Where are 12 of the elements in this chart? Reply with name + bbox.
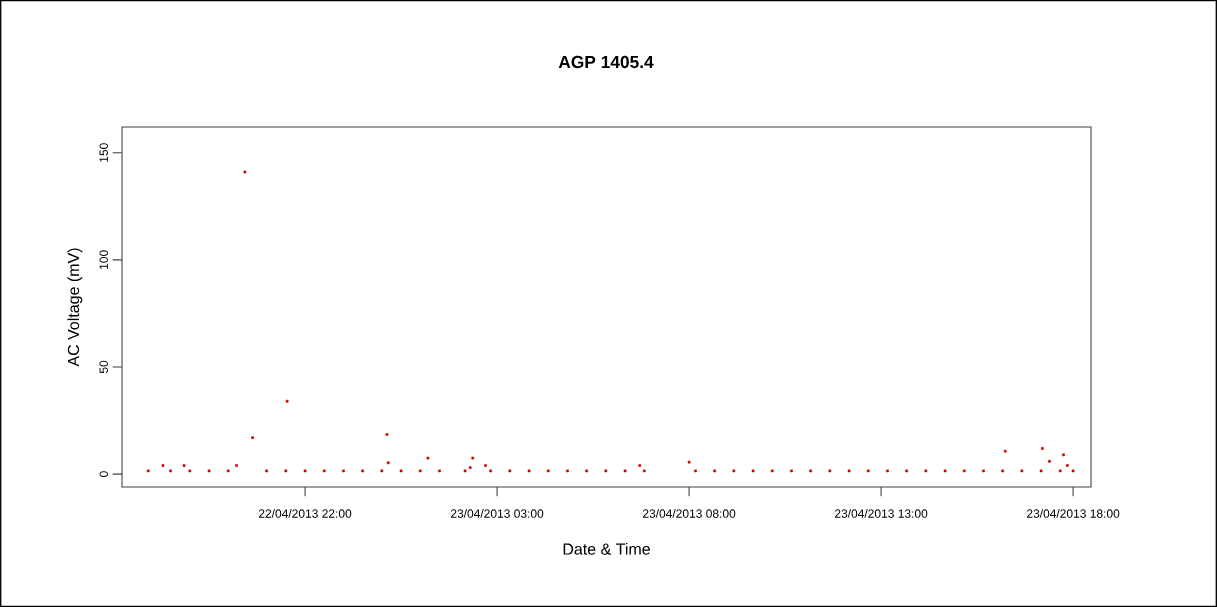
x-tick-label: 23/04/2013 03:00	[450, 509, 544, 518]
y-tick-label: 150	[99, 143, 108, 162]
y-tick-label: 100	[99, 250, 108, 269]
y-tick-label: 50	[99, 360, 108, 374]
y-tick-label: 0	[99, 471, 108, 478]
chart-title: AGP 1405.4	[558, 55, 654, 69]
x-axis-title: Date & Time	[563, 543, 650, 555]
x-tick-label: 22/04/2013 22:00	[258, 509, 352, 518]
x-tick-label: 23/04/2013 08:00	[642, 509, 736, 518]
x-tick-label: 23/04/2013 13:00	[834, 509, 928, 518]
x-tick-label: 23/04/2013 18:00	[1026, 509, 1120, 518]
y-axis-title: AC Voltage (mV)	[67, 248, 83, 367]
